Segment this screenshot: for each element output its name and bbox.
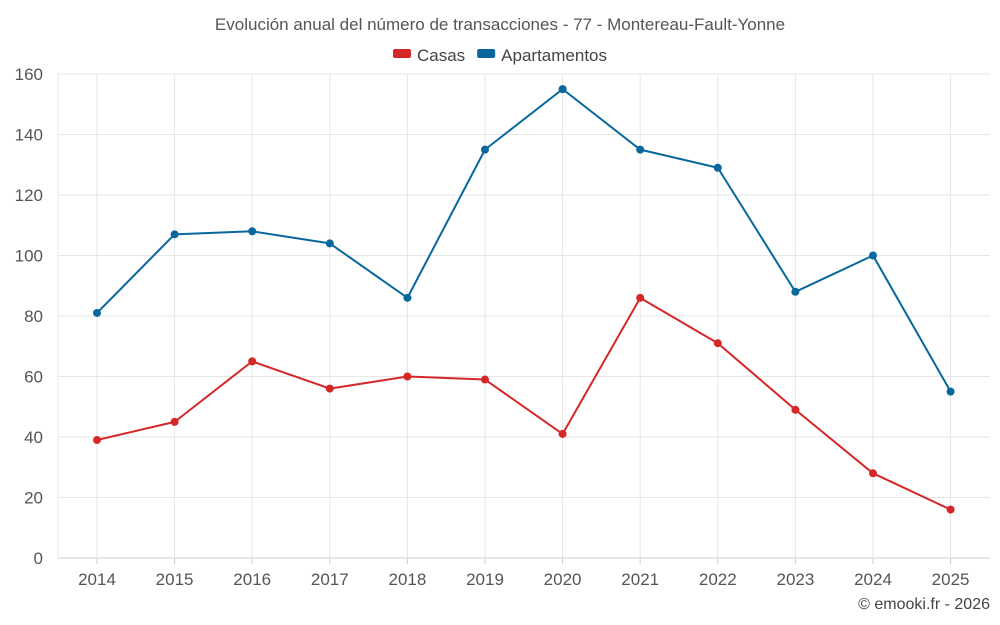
data-point-casas[interactable] (791, 405, 800, 414)
y-tick-label: 160 (15, 65, 43, 84)
x-tick-label: 2017 (311, 570, 349, 589)
legend-label: Apartamentos (501, 46, 607, 65)
y-tick-label: 140 (15, 126, 43, 145)
data-point-apartamentos[interactable] (403, 293, 412, 302)
data-point-casas[interactable] (636, 293, 645, 302)
legend-item-casas[interactable]: Casas (392, 46, 465, 65)
x-tick-label: 2019 (466, 570, 504, 589)
data-point-casas[interactable] (325, 384, 334, 393)
data-point-apartamentos[interactable] (248, 227, 257, 236)
data-point-casas[interactable] (869, 469, 877, 478)
x-tick-label: 2025 (932, 570, 970, 589)
x-tick-label: 2020 (544, 570, 582, 589)
x-tick-label: 2024 (854, 570, 892, 589)
data-point-casas[interactable] (558, 429, 567, 438)
data-point-casas[interactable] (248, 357, 257, 366)
legend-swatch (392, 49, 411, 58)
grid (57, 73, 990, 559)
x-tick-label: 2014 (78, 570, 116, 589)
x-axis: 2014 2015 2016 2017 2018 2019 2020 2021 2022 2023… (78, 558, 970, 589)
data-point-apartamentos[interactable] (558, 85, 567, 94)
legend: Casas Apartamentos (392, 46, 607, 65)
y-axis: 0 20 40 60 80 100 120 140 160 (15, 65, 43, 568)
y-tick-label: 0 (34, 549, 43, 568)
x-tick-label: 2016 (233, 570, 271, 589)
series-line-apartamentos (96, 88, 952, 393)
data-point-apartamentos[interactable] (946, 387, 955, 396)
x-tick-label: 2018 (388, 570, 426, 589)
x-tick-label: 2023 (776, 570, 814, 589)
data-point-apartamentos[interactable] (325, 239, 334, 248)
y-tick-label: 120 (15, 186, 43, 205)
data-point-casas[interactable] (481, 375, 489, 384)
data-point-casas[interactable] (403, 372, 412, 381)
data-point-apartamentos[interactable] (481, 145, 489, 154)
data-point-casas[interactable] (170, 417, 179, 426)
data-point-apartamentos[interactable] (93, 308, 101, 317)
y-tick-label: 100 (15, 247, 43, 266)
data-point-casas[interactable] (713, 339, 722, 348)
data-point-apartamentos[interactable] (170, 230, 179, 239)
data-point-apartamentos[interactable] (713, 163, 722, 172)
data-point-casas[interactable] (93, 436, 101, 445)
chart-title: Evolución anual del número de transaccio… (215, 15, 785, 34)
legend-label: Casas (417, 46, 465, 65)
y-tick-label: 80 (24, 307, 43, 326)
data-point-apartamentos[interactable] (869, 251, 877, 260)
data-point-casas[interactable] (946, 505, 955, 514)
y-tick-label: 40 (24, 428, 43, 447)
y-tick-label: 20 (24, 489, 43, 508)
series-line-casas (96, 296, 952, 511)
data-point-apartamentos[interactable] (636, 145, 645, 154)
x-tick-label: 2022 (699, 570, 737, 589)
y-tick-label: 60 (24, 368, 43, 387)
x-tick-label: 2015 (156, 570, 194, 589)
credit-text: © emooki.fr - 2026 (858, 596, 990, 613)
data-point-apartamentos[interactable] (791, 287, 800, 296)
legend-swatch (477, 49, 496, 58)
series-group (93, 85, 955, 514)
x-tick-label: 2021 (621, 570, 659, 589)
legend-item-apartamentos[interactable]: Apartamentos (477, 46, 607, 65)
